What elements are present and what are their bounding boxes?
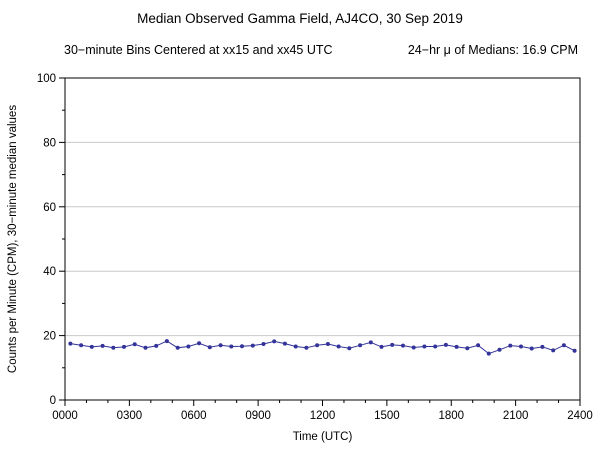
median-cpm-point	[325, 342, 330, 346]
median-cpm-point	[229, 344, 234, 349]
median-cpm-point	[111, 345, 116, 350]
median-cpm-point	[143, 345, 148, 350]
y-tick-label: 0	[50, 395, 56, 407]
x-tick-label: 0000	[52, 410, 78, 422]
median-cpm-point	[164, 339, 169, 344]
median-cpm-point	[100, 343, 105, 348]
median-cpm-point	[336, 344, 341, 349]
median-cpm-point	[122, 344, 126, 349]
median-cpm-point	[207, 345, 212, 350]
median-cpm-point	[454, 344, 459, 349]
chart-title: Median Observed Gamma Field, AJ4CO, 30 S…	[137, 11, 463, 26]
median-cpm-point	[497, 347, 502, 352]
median-cpm-point	[197, 341, 202, 346]
median-cpm-point	[476, 343, 481, 348]
median-cpm-point	[433, 344, 438, 349]
median-cpm-point	[347, 346, 352, 351]
median-cpm-point	[368, 340, 373, 345]
median-cpm-point	[315, 343, 320, 348]
median-cpm-point	[443, 342, 448, 347]
y-tick-label: 60	[43, 202, 56, 214]
plot-area: 0000 0300 0600 0900 1200 1500 1800 2100 2400 0 20 4…	[7, 73, 593, 443]
y-tick-label: 100	[37, 73, 56, 85]
y-axis-label: Counts per Minute (CPM), 30−minute media…	[7, 105, 19, 373]
x-tick-label: 1500	[374, 410, 400, 422]
median-cpm-point	[186, 344, 191, 349]
median-cpm-point	[422, 344, 427, 349]
median-cpm-point	[358, 343, 363, 348]
median-cpm-point	[401, 343, 405, 348]
plot-frame	[64, 77, 581, 401]
median-cpm-point	[508, 343, 513, 348]
median-cpm-point	[390, 342, 395, 347]
median-cpm-point	[250, 343, 255, 348]
median-cpm-point	[68, 341, 73, 346]
x-tick-label: 2100	[503, 410, 529, 422]
chart-subtitle-bins: 30−minute Bins Centered at xx15 and xx45…	[64, 43, 333, 57]
median-cpm-point	[79, 343, 84, 348]
median-cpm-point	[551, 348, 556, 353]
median-cpm-point	[282, 341, 287, 346]
median-cpm-point	[486, 351, 491, 356]
median-cpm-point	[572, 348, 577, 353]
median-cpm-point	[272, 339, 277, 344]
chart-subtitle-mean: 24−hr μ of Medians: 16.9 CPM	[408, 43, 578, 57]
y-tick-label: 40	[43, 266, 56, 278]
median-cpm-point	[465, 346, 470, 351]
x-tick-label: 0300	[117, 410, 143, 422]
median-cpm-point	[132, 342, 137, 347]
x-tick-label: 2400	[567, 410, 593, 422]
median-cpm-point	[304, 345, 309, 350]
y-tick-label: 80	[43, 137, 56, 149]
x-tick-label: 0600	[181, 410, 207, 422]
y-tick-label: 20	[43, 331, 56, 343]
median-cpm-point	[261, 342, 266, 346]
x-tick-label: 1200	[310, 410, 336, 422]
median-cpm-point	[89, 344, 94, 349]
median-cpm-point	[529, 346, 534, 351]
median-cpm-point	[240, 344, 244, 349]
x-axis-label: Time (UTC)	[293, 431, 353, 443]
median-cpm-point	[411, 345, 416, 350]
median-cpm-point	[175, 345, 180, 350]
median-cpm-point	[519, 344, 523, 349]
median-cpm-point	[540, 344, 545, 349]
median-cpm-point	[379, 344, 384, 349]
median-cpm-point	[293, 344, 298, 349]
median-cpm-point	[218, 343, 223, 348]
median-cpm-point	[561, 343, 566, 348]
x-tick-label: 0900	[245, 410, 271, 422]
median-cpm-point	[154, 343, 159, 348]
x-tick-label: 1800	[438, 410, 464, 422]
